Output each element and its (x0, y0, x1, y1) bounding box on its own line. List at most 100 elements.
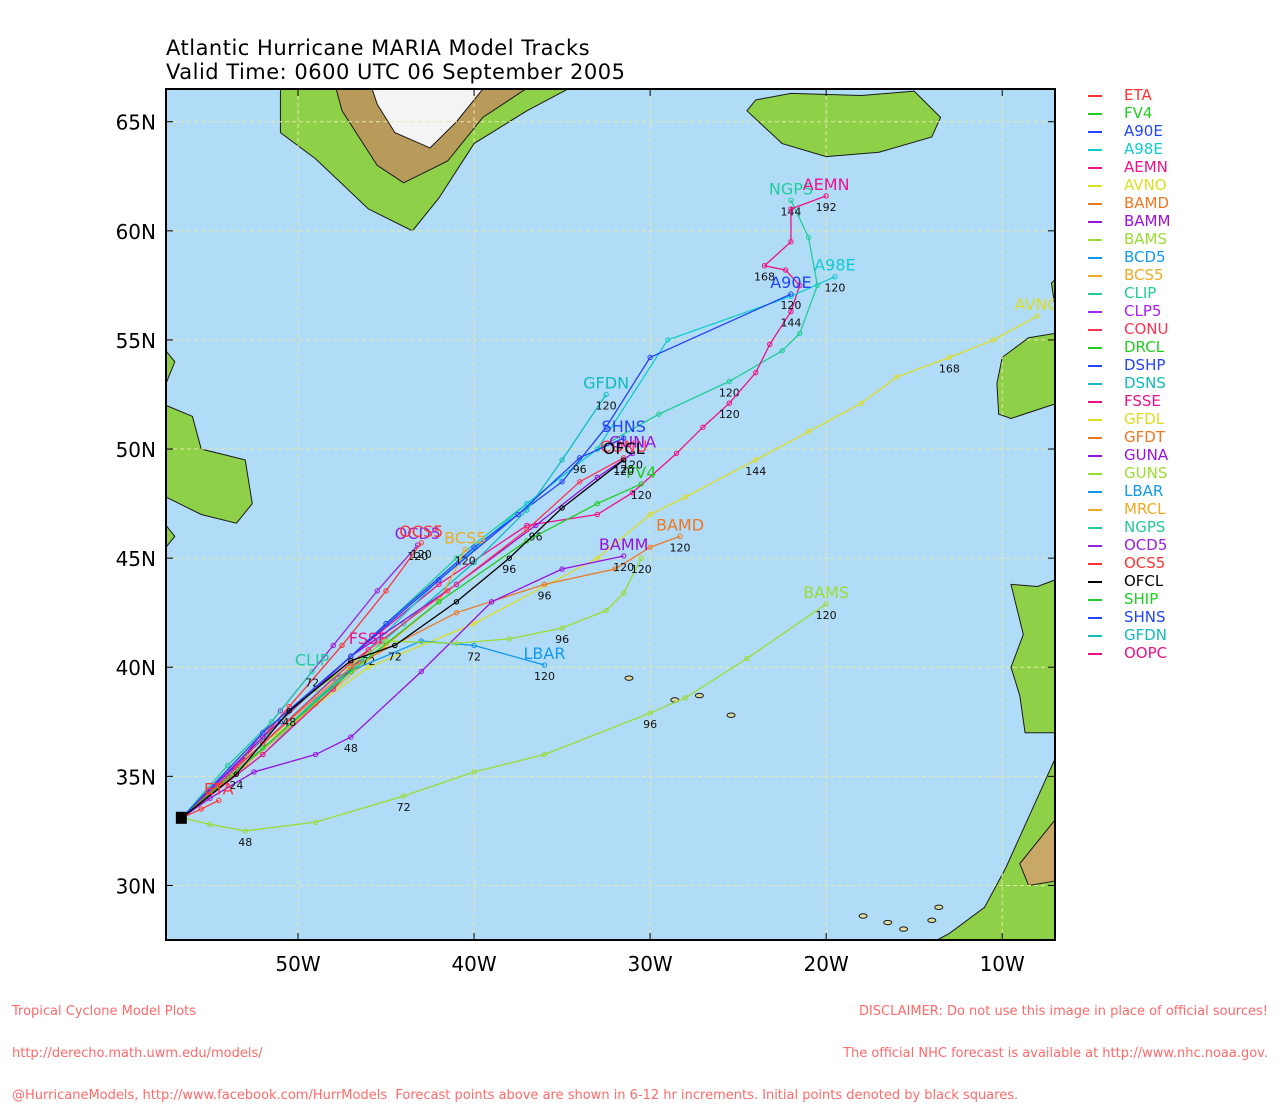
track-point (797, 330, 803, 337)
legend-label: MRCL (1124, 500, 1166, 518)
legend-label: SHIP (1124, 590, 1159, 608)
legend-item: CLP5 (1088, 302, 1170, 320)
legend-swatch (1088, 166, 1102, 169)
legend-item: DSHP (1088, 356, 1170, 374)
legend-label: CONU (1124, 320, 1169, 338)
lat-tick-label: 65N (116, 111, 156, 135)
track-label-bamm: BAMM (599, 535, 649, 554)
track-point (453, 640, 460, 646)
legend-swatch (1088, 598, 1102, 601)
track-label-ofcl: OFCL (603, 439, 645, 458)
track-point (647, 544, 653, 550)
legend-item: BCS5 (1088, 266, 1170, 284)
forecast-hour-label: 120 (407, 550, 428, 563)
track-point (788, 291, 794, 297)
legend-swatch (1088, 382, 1102, 385)
legend-label: CLP5 (1124, 302, 1162, 320)
legend-item: OCD5 (1088, 536, 1170, 554)
track-point (418, 638, 424, 644)
legend-item: DSNS (1088, 374, 1170, 392)
forecast-hour-label: 120 (670, 541, 691, 554)
forecast-hour-label: 120 (631, 489, 652, 502)
legend-label: NGPS (1124, 518, 1166, 536)
track-point (216, 797, 222, 804)
track-point (612, 566, 618, 572)
track-point (207, 821, 213, 828)
track-point (339, 642, 345, 649)
legend-swatch (1088, 508, 1102, 511)
track-point (621, 435, 627, 441)
legend-item: A90E (1088, 122, 1170, 140)
legend-swatch (1088, 184, 1102, 187)
legend-label: AEMN (1124, 158, 1168, 176)
forecast-hour-label: 168 (754, 271, 775, 284)
track-label-gfdn: GFDN (583, 373, 629, 392)
legend-item: GUNS (1088, 464, 1170, 482)
track-point (471, 559, 477, 566)
legend-label: DSHP (1124, 356, 1166, 374)
track-label-clip: CLIP (295, 651, 330, 670)
legend-label: OCS5 (1124, 554, 1166, 572)
track-point (541, 662, 548, 668)
track-point (260, 730, 266, 736)
track-conu (181, 457, 625, 819)
ocean (166, 89, 1055, 940)
forecast-hour-label: 120 (824, 282, 845, 295)
track-point (638, 555, 645, 561)
track-point (453, 581, 460, 588)
track-shns (181, 437, 624, 819)
legend-item: ETA (1088, 86, 1170, 104)
legend-item: MRCL (1088, 500, 1170, 518)
island (899, 926, 909, 932)
forecast-hour-label: 48 (282, 716, 296, 729)
track-point (638, 481, 645, 487)
track-clip (181, 671, 313, 819)
legend-swatch (1088, 652, 1102, 655)
forecast-hour-label: 120 (455, 554, 476, 567)
legend-label: AVNO (1124, 176, 1167, 194)
legend-item: OOPC (1088, 644, 1170, 662)
legend-label: OCD5 (1124, 536, 1168, 554)
forecast-hour-label: 144 (780, 317, 801, 330)
track-point (471, 642, 477, 649)
forecast-hour-label: 96 (573, 463, 587, 476)
forecast-hour-label: 120 (719, 386, 740, 399)
legend-swatch (1088, 112, 1102, 115)
forecast-hour-label: 24 (229, 779, 243, 792)
forecast-hour-label: 120 (596, 399, 617, 412)
track-point (761, 263, 768, 269)
track-point (233, 771, 240, 777)
track-point (673, 450, 680, 457)
track-point (559, 566, 565, 572)
track-point (629, 450, 636, 457)
legend-label: OOPC (1124, 644, 1168, 662)
forecast-hour-label: 120 (534, 670, 555, 683)
legend-swatch (1088, 418, 1102, 421)
legend-label: CLIP (1124, 284, 1157, 302)
track-point (251, 769, 257, 775)
track-point (621, 590, 627, 596)
track-point (753, 457, 759, 463)
track-aemn (181, 195, 827, 819)
valid-time: Valid Time: 0600 UTC 06 September 2005 (166, 60, 626, 84)
track-point (559, 505, 565, 511)
track-point (779, 348, 785, 354)
track-point (312, 819, 319, 825)
track-point (805, 428, 812, 435)
track-point (805, 234, 812, 241)
track-point (242, 751, 248, 758)
legend-item: FV4 (1088, 104, 1170, 122)
track-ofcl (181, 459, 625, 819)
legend-item: GUNA (1088, 446, 1170, 464)
legend-label: ETA (1124, 86, 1152, 104)
track-point (726, 400, 733, 406)
lat-tick-label: 45N (116, 547, 156, 571)
legend-label: BAMS (1124, 230, 1168, 248)
track-label-ocs5: OCS5 (399, 522, 443, 541)
legend-item: OCS5 (1088, 554, 1170, 572)
island (858, 913, 868, 919)
track-point (782, 267, 789, 273)
legend-swatch (1088, 544, 1102, 547)
track-point (594, 474, 600, 481)
forecast-hour-label: 96 (643, 718, 657, 731)
